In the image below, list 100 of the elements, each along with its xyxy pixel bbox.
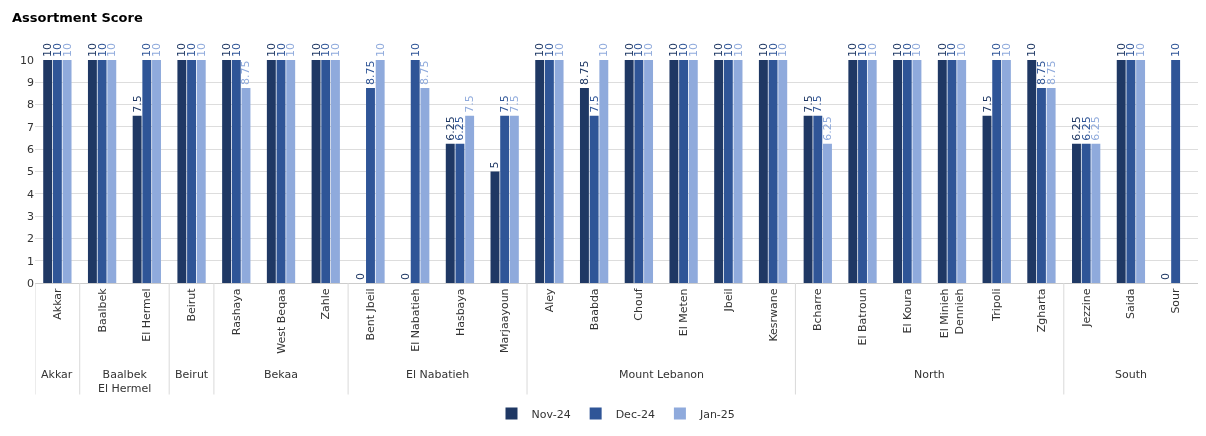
bar <box>311 60 321 283</box>
data-label: 10 <box>1025 43 1039 57</box>
data-label: 10 <box>686 43 700 57</box>
x-tick-label: Bent Jbeil <box>364 288 378 341</box>
x-tick-label: West Beqaa <box>274 288 288 354</box>
bar <box>733 60 743 283</box>
data-label: 6.25 <box>820 116 834 141</box>
data-label: 10 <box>105 43 119 57</box>
bar <box>1027 60 1037 283</box>
x-tick-label: El Hermel <box>140 288 154 342</box>
data-label: 7.5 <box>130 95 144 113</box>
data-label: 8.75 <box>363 60 377 85</box>
bar <box>758 60 768 283</box>
bar <box>723 60 733 283</box>
bar <box>688 60 698 283</box>
data-label: 10 <box>756 43 770 57</box>
bar <box>321 60 331 283</box>
bar <box>803 115 813 283</box>
bar <box>62 60 72 283</box>
legend-label: Dec-24 <box>615 407 655 421</box>
x-tick-label: El Nabatieh <box>408 288 422 352</box>
bar <box>902 60 912 283</box>
bar <box>97 60 107 283</box>
bar <box>848 60 858 283</box>
y-tick-label: 9 <box>27 76 34 90</box>
data-label: 10 <box>910 43 924 57</box>
bar <box>589 115 599 283</box>
data-label: 7.5 <box>980 95 994 113</box>
x-tick-label: El Koura <box>900 288 914 334</box>
data-label: 10 <box>229 43 243 57</box>
x-tick-label: Jezzine <box>1079 288 1093 328</box>
x-tick-label: Chouf <box>632 287 646 321</box>
bar <box>947 60 957 283</box>
y-tick-label: 4 <box>27 187 34 201</box>
bar <box>714 60 724 283</box>
text: Baalbek El Hermel <box>98 368 152 396</box>
bar <box>500 115 510 283</box>
x-tick-label: Marjaayoun <box>498 288 512 353</box>
text: South <box>1115 368 1147 381</box>
bar <box>912 60 922 283</box>
data-label: 6.25 <box>1069 116 1083 141</box>
data-label: 5 <box>488 161 502 169</box>
bar <box>1081 143 1091 283</box>
data-label: 8.75 <box>577 60 591 85</box>
bar <box>187 60 197 283</box>
x-tick-label: Hasbaya <box>453 288 467 337</box>
y-tick-label: 2 <box>27 232 34 246</box>
y-tick-label: 1 <box>27 254 34 268</box>
text: Akkar <box>41 368 73 381</box>
bar <box>266 60 276 283</box>
bar <box>455 143 465 283</box>
bar <box>509 115 519 283</box>
bar <box>1171 60 1181 283</box>
y-tick-label: 10 <box>20 53 34 67</box>
legend-label: Nov-24 <box>531 407 571 421</box>
bar <box>1126 60 1136 283</box>
data-label: 10 <box>408 43 422 57</box>
data-label: 0 <box>354 273 368 280</box>
text: Mount Lebanon <box>619 368 705 381</box>
bar <box>624 60 634 283</box>
bar <box>410 60 420 283</box>
x-tick-label: El Minieh Dennieh <box>938 288 966 339</box>
bar <box>1072 143 1081 283</box>
x-tick-label: Zgharta <box>1035 288 1049 333</box>
x-tick-label: Beirut <box>185 287 199 322</box>
bar <box>679 60 689 283</box>
bar <box>957 60 967 283</box>
data-label: 10 <box>85 43 99 57</box>
data-label: 7.5 <box>463 95 477 113</box>
x-tick-label: Tripoli <box>990 288 1004 322</box>
data-label: 10 <box>264 43 278 57</box>
x-tick-label: El Batroun <box>856 288 870 346</box>
bar <box>1136 60 1146 283</box>
text: North <box>914 368 945 381</box>
data-label: 7.5 <box>507 95 521 113</box>
x-tick-label: Baabda <box>587 288 601 331</box>
bar <box>1036 87 1046 283</box>
data-label: 10 <box>1169 43 1183 57</box>
bar <box>276 60 286 283</box>
bar <box>132 115 142 283</box>
data-label: 8.75 <box>239 60 253 85</box>
bar <box>893 60 903 283</box>
data-label: 0 <box>1159 273 1173 280</box>
y-tick-label: 6 <box>27 143 34 157</box>
bar <box>634 60 644 283</box>
data-label: 10 <box>1134 43 1148 57</box>
x-tick-label: Saida <box>1124 288 1138 319</box>
data-label: 10 <box>642 43 656 57</box>
data-label: 0 <box>399 273 413 280</box>
data-label: 10 <box>284 43 298 57</box>
bar <box>445 143 455 283</box>
bar <box>1116 60 1126 283</box>
x-tick-label: Jbeil <box>721 288 735 313</box>
bar <box>813 115 823 283</box>
x-tick-label: Kesrwane <box>766 288 780 342</box>
data-label: 8.75 <box>418 60 432 85</box>
legend-label: Jan-25 <box>698 407 735 421</box>
bar <box>823 143 832 283</box>
bar <box>1046 87 1056 283</box>
data-label: 7.5 <box>587 95 601 113</box>
